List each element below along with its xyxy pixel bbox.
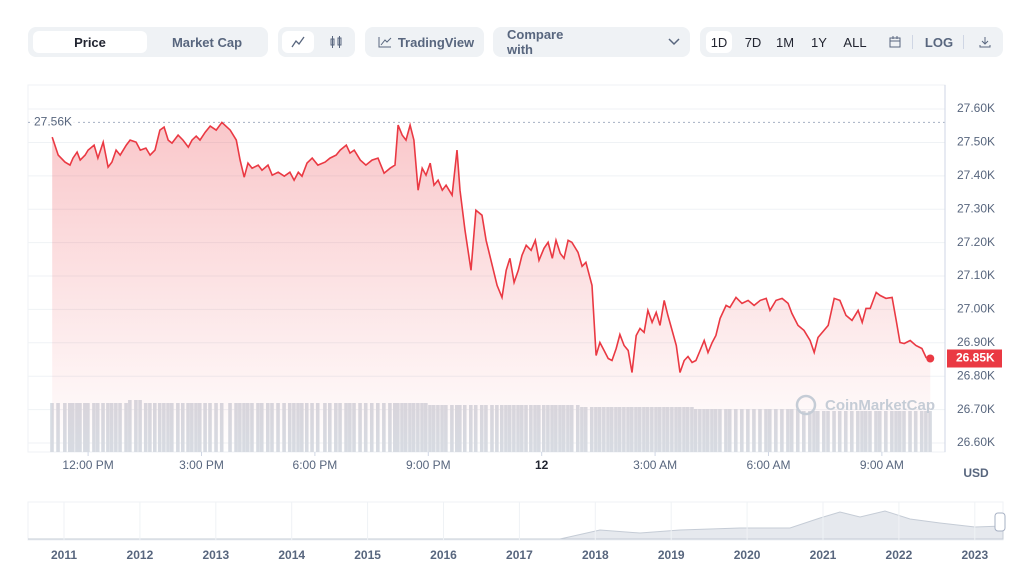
volume-bar (50, 403, 54, 452)
x-tick-label: 3:00 AM (633, 458, 677, 472)
watermark: CoinMarketCap (825, 397, 935, 414)
watermark-logo (795, 394, 817, 416)
y-tick-label: 27.60K (957, 101, 995, 115)
y-tick-label: 27.20K (957, 235, 995, 249)
y-tick-label: 26.60K (957, 435, 995, 449)
last-point (926, 354, 935, 363)
x-tick-label: 12 (535, 458, 549, 472)
x-tick-label: 6:00 AM (746, 458, 790, 472)
navigator-year: 2022 (886, 548, 913, 562)
candle-style-button[interactable] (320, 31, 352, 53)
navigator-year: 2013 (202, 548, 229, 562)
range-button[interactable]: 1Y (811, 34, 827, 50)
last-price-label: 26.85K (956, 351, 995, 365)
range-button[interactable]: 1M (775, 34, 795, 50)
compare-dropdown[interactable] (493, 27, 690, 57)
x-tick-label: 9:00 PM (406, 458, 451, 472)
divider (912, 35, 913, 49)
y-tick-label: 26.90K (957, 335, 995, 349)
y-tick-label: 27.40K (957, 168, 995, 182)
navigator-year: 2016 (430, 548, 457, 562)
download-button[interactable] (974, 31, 996, 53)
calendar-button[interactable] (884, 31, 906, 53)
navigator-year: 2018 (582, 548, 609, 562)
range-button[interactable]: 1D (706, 31, 732, 53)
high-label: 27.56K (34, 115, 72, 129)
navigator-year: 2019 (658, 548, 685, 562)
x-tick-label: 12:00 PM (62, 458, 113, 472)
currency-label: USD (963, 466, 989, 480)
last-price-tag (947, 349, 1002, 368)
navigator-year: 2015 (354, 548, 381, 562)
y-tick-label: 26.70K (957, 402, 995, 416)
tradingview-box (365, 27, 484, 57)
y-tick-label: 27.10K (957, 268, 995, 282)
high-label-bg (30, 114, 76, 131)
line-style-button[interactable] (282, 31, 314, 53)
range-button[interactable]: ALL (843, 34, 867, 50)
navigator-year: 2011 (51, 548, 77, 562)
navigator-year: 2020 (734, 548, 761, 562)
x-tick-label: 9:00 AM (860, 458, 904, 472)
range-button[interactable]: 7D (744, 34, 762, 50)
navigator-handle[interactable] (994, 512, 1006, 532)
log-button[interactable]: LOG (924, 34, 954, 50)
tab[interactable]: Market Cap (171, 34, 243, 50)
range-group (700, 27, 1003, 57)
navigator-year: 2021 (810, 548, 837, 562)
navigator-year: 2023 (961, 548, 988, 562)
navigator-area (28, 510, 1004, 540)
tradingview-icon (375, 31, 395, 53)
navigator-year: 2014 (278, 548, 305, 562)
price-line (51, 121, 931, 373)
divider (963, 35, 964, 49)
y-tick-label: 26.80K (957, 368, 995, 382)
x-tick-label: 6:00 PM (293, 458, 338, 472)
dropdown-arrow (664, 31, 684, 53)
tab[interactable]: Price (33, 31, 147, 53)
y-tick-label: 27.00K (957, 302, 995, 316)
y-tick-label: 27.50K (957, 135, 995, 149)
y-tick-label: 27.30K (957, 201, 995, 215)
tradingview-button[interactable]: TradingView (397, 34, 475, 50)
navigator-year: 2012 (127, 548, 154, 562)
navigator-year: 2017 (506, 548, 533, 562)
x-tick-label: 3:00 PM (179, 458, 224, 472)
price-area (52, 122, 931, 453)
